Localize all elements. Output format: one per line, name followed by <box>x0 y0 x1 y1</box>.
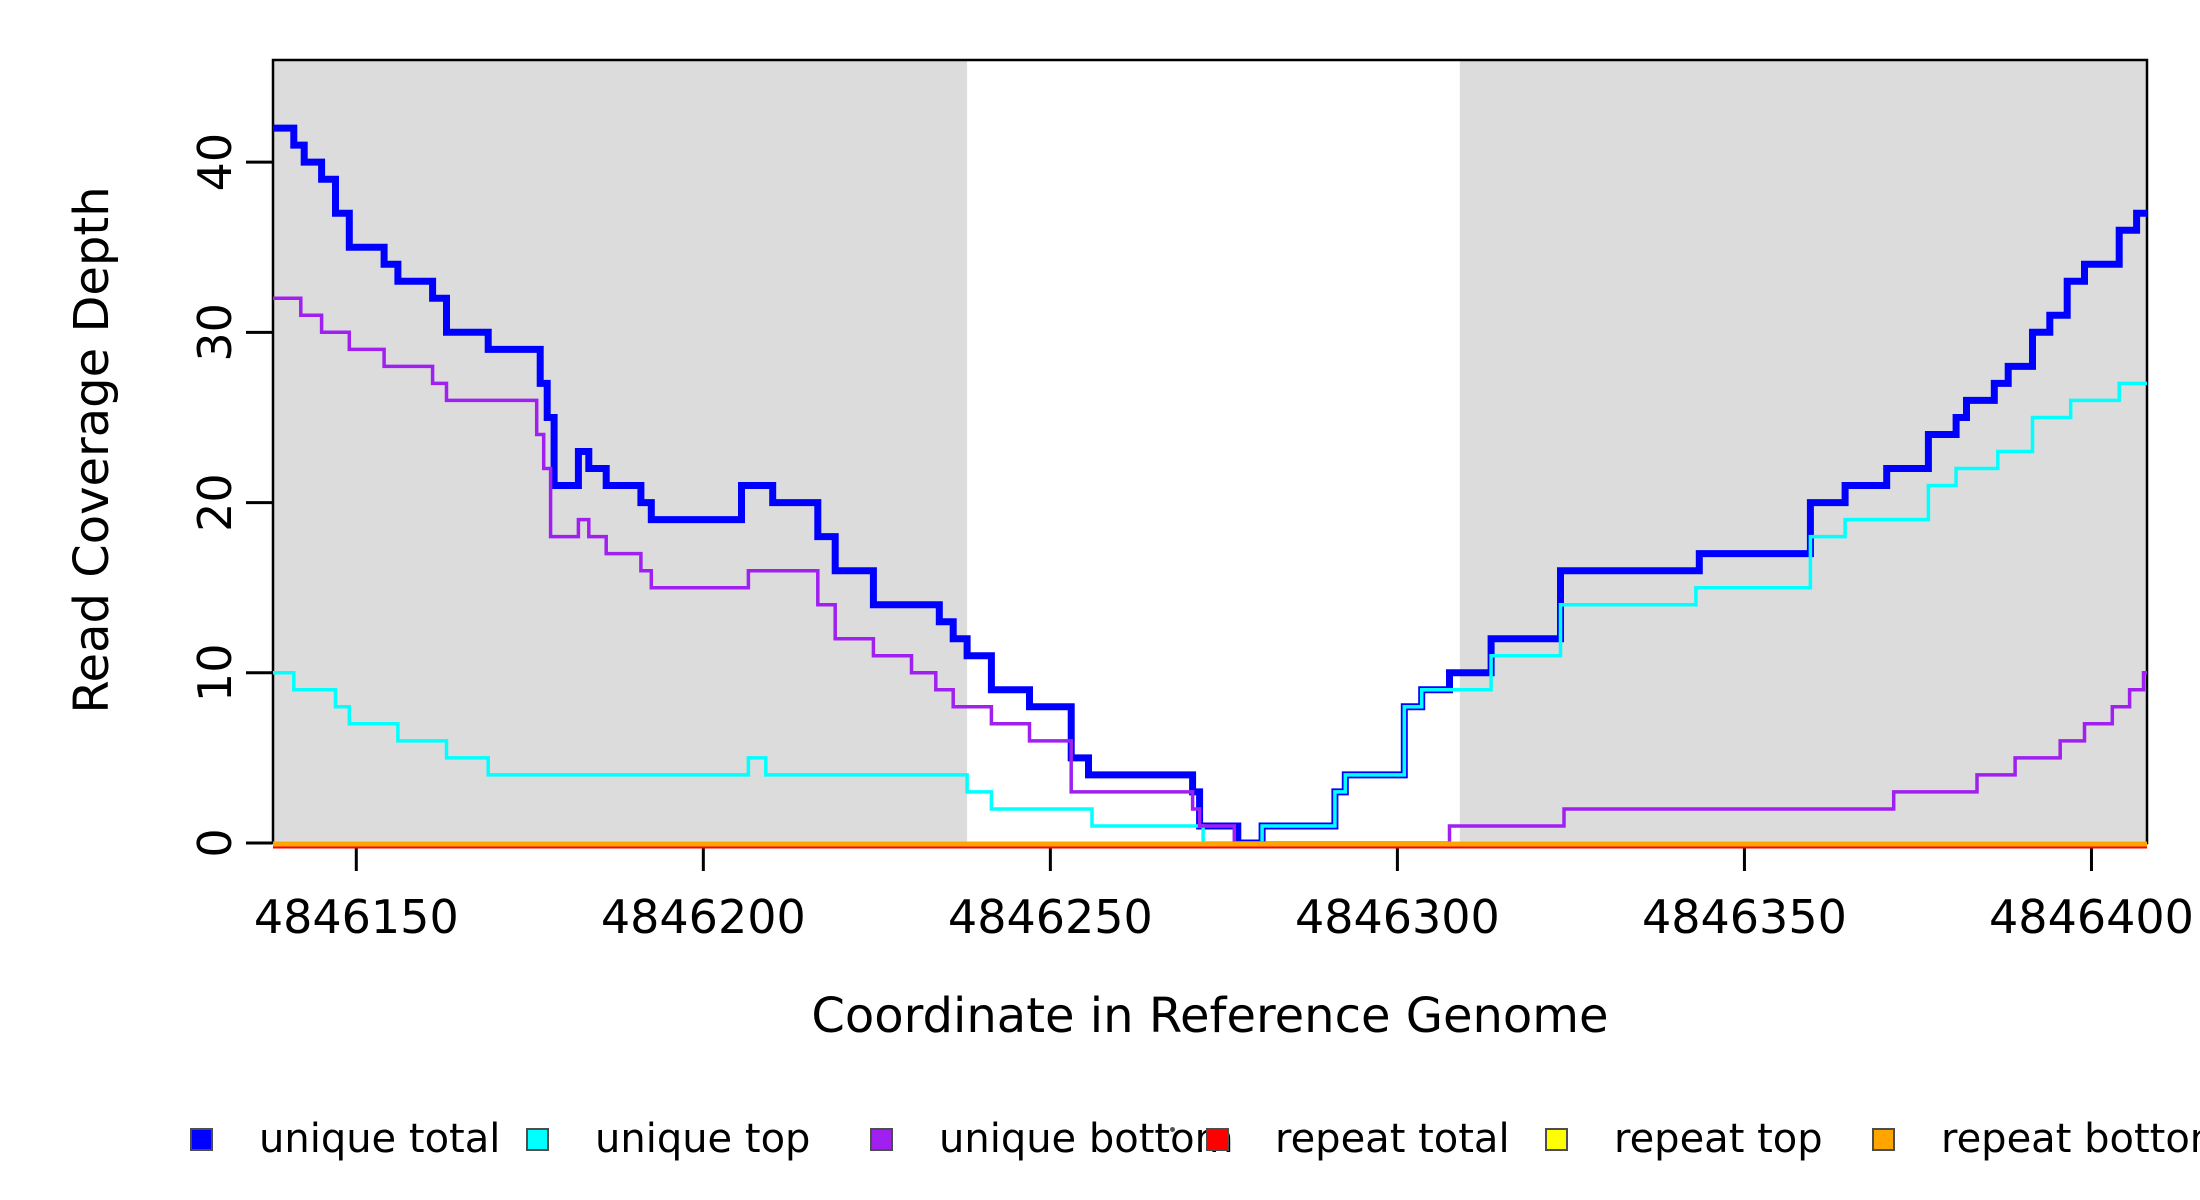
shaded-region-2 <box>1459 60 2147 843</box>
x-tick-label: 4846200 <box>601 890 806 944</box>
series-unique-bottom <box>273 296 2147 845</box>
x-axis-title: Coordinate in Reference Genome <box>811 988 1609 1044</box>
x-tick-label: 4846350 <box>1642 890 1847 944</box>
x-tick-label: 4846400 <box>1989 890 2194 944</box>
legend-artifact-dot <box>1170 1127 1175 1132</box>
x-tick-label: 4846300 <box>1295 890 1500 944</box>
shaded-region-1 <box>273 60 968 843</box>
series-unique-top <box>273 381 2147 845</box>
series-unique-total <box>273 124 2147 847</box>
y-tick-label: 40 <box>188 133 242 192</box>
y-tick-label: 10 <box>188 644 242 703</box>
y-axis-title: Read Coverage Depth <box>64 186 120 714</box>
y-tick-label: 20 <box>188 473 242 532</box>
y-tick-label: 0 <box>188 828 242 857</box>
y-tick-label: 30 <box>188 303 242 362</box>
x-tick-label: 4846150 <box>254 890 459 944</box>
x-tick-label: 4846250 <box>948 890 1153 944</box>
